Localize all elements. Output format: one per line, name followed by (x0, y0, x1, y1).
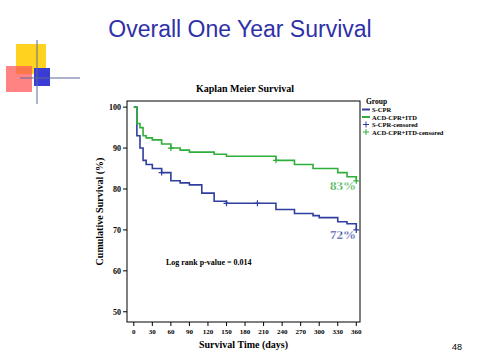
legend: GroupS-CPRACD-CPR+ITDS-CPR-censoredACD-C… (362, 97, 444, 136)
legend-label: ACD-CPR+ITD (372, 114, 417, 121)
deco-line (20, 78, 80, 79)
censor-mark (168, 145, 174, 151)
x-tick-label: 90 (186, 328, 194, 336)
legend-swatch (363, 129, 369, 135)
x-axis-label: Survival Time (days) (199, 339, 288, 351)
x-tick (152, 322, 153, 326)
deco-red (6, 66, 32, 92)
legend-label: S-CPR-censored (372, 121, 418, 128)
legend-swatch (362, 116, 370, 118)
x-tick (170, 322, 171, 326)
x-tick-label: 30 (149, 328, 157, 336)
x-tick-label: 240 (277, 328, 288, 336)
survival-line (134, 107, 356, 230)
y-tick-label: 60 (113, 267, 121, 276)
x-tick-label: 120 (203, 328, 214, 336)
x-tick (207, 322, 208, 326)
x-tick-label: 270 (295, 328, 306, 336)
x-tick (133, 322, 134, 326)
x-tick-label: 150 (221, 328, 232, 336)
x-tick-label: 210 (258, 328, 269, 336)
x-tick (356, 322, 357, 326)
censor-mark (159, 170, 165, 176)
y-tick-label: 50 (113, 308, 121, 317)
x-tick (263, 322, 264, 326)
y-tick (123, 188, 127, 189)
legend-title: Group (366, 97, 387, 106)
y-axis-label: Cumulative Survival (%) (94, 158, 106, 266)
y-tick-label: 100 (109, 103, 121, 112)
y-tick (123, 229, 127, 230)
x-tick-label: 60 (167, 328, 175, 336)
survival-line (134, 107, 356, 181)
end-percent: 72% (330, 227, 356, 242)
censor-mark (224, 200, 230, 206)
x-tick-label: 180 (240, 328, 251, 336)
legend-swatch (363, 122, 369, 128)
censor-mark (254, 200, 260, 206)
y-tick (123, 148, 127, 149)
x-tick (282, 322, 283, 326)
y-tick (123, 270, 127, 271)
p-value: Log rank p-value = 0.014 (166, 258, 252, 267)
legend-swatch (362, 109, 370, 111)
deco-blue (34, 68, 50, 86)
x-tick (189, 322, 190, 326)
y-tick (123, 311, 127, 312)
y-tick-label: 80 (113, 185, 121, 194)
x-tick-label: 360 (351, 328, 362, 336)
x-tick (226, 322, 227, 326)
y-tick (123, 107, 127, 108)
x-tick-label: 0 (132, 328, 136, 336)
plot-frame (127, 101, 360, 322)
censor-mark (273, 157, 279, 163)
deco-line (37, 40, 38, 104)
x-tick (300, 322, 301, 326)
y-tick-label: 70 (113, 226, 121, 235)
x-tick (319, 322, 320, 326)
chart-title: Kaplan Meier Survival (196, 83, 294, 94)
legend-label: ACD-CPR+ITD-censored (372, 129, 444, 136)
marks (134, 107, 359, 233)
x-tick-label: 300 (314, 328, 325, 336)
x-tick-label: 330 (333, 328, 344, 336)
decoration (6, 40, 80, 104)
y-tick-label: 90 (113, 144, 121, 153)
legend-label: S-CPR (372, 106, 391, 113)
x-tick (337, 322, 338, 326)
slide-title: Overall One Year Survival (108, 16, 371, 42)
page-number: 48 (452, 342, 462, 352)
x-tick (245, 322, 246, 326)
end-percent: 83% (330, 178, 356, 193)
